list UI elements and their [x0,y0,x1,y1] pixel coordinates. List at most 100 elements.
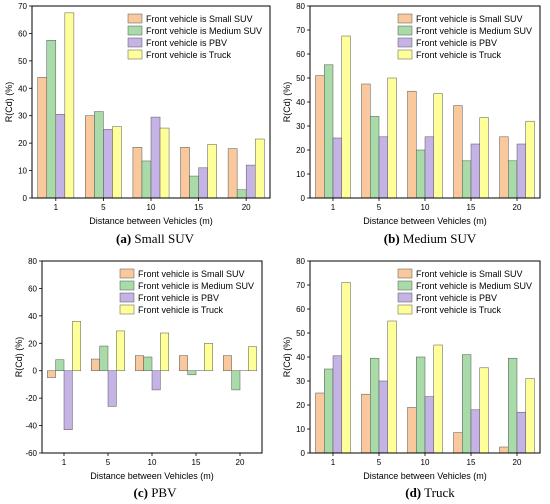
bar [370,357,380,454]
bar [499,136,509,199]
bar [508,357,518,454]
bar [370,116,380,199]
legend-entry: Front vehicle is Small SUV [146,14,253,24]
bar [116,330,125,371]
bar [99,345,109,371]
bar [85,115,95,199]
panel-caption: (b) Medium SUV [384,231,477,246]
bar [416,356,426,454]
y-tick-label: 10 [18,167,27,176]
legend-entry: Front vehicle is Medium SUV [416,26,532,36]
x-tick-label: 15 [192,458,201,467]
bar [160,332,169,371]
bar [179,355,188,371]
bar [361,83,371,199]
bar [103,129,113,199]
caption-letter: (c) [134,485,148,500]
bar [159,127,170,199]
bar [248,346,257,371]
y-tick-label: 20 [28,339,37,348]
x-axis-label: Distance between Vehicles (m) [90,471,214,481]
panel-caption: (a) Small SUV [116,231,195,246]
bar [207,144,217,199]
legend-swatch [127,37,143,48]
x-tick-label: 5 [101,203,106,212]
legend-swatch [119,280,135,291]
legend-swatch [397,268,413,279]
bar [407,90,417,199]
bar [198,167,208,199]
bar [470,409,480,454]
bar [55,359,65,371]
bar [55,114,66,199]
x-tick-label: 10 [147,203,156,212]
y-axis-label: R(Cd) (%) [282,337,292,378]
legend-swatch [397,13,413,24]
y-tick-label: 0 [33,367,38,376]
bar [324,64,334,199]
legend-entry: Front vehicle is Medium SUV [416,281,532,291]
x-axis-label: Distance between Vehicles (m) [89,216,213,226]
bar [416,149,426,199]
legend-entry: Front vehicle is PBV [146,38,227,48]
y-tick-label: 10 [296,170,305,179]
bar [107,370,117,407]
legend-entry: Front vehicle is Small SUV [416,269,523,279]
y-tick-label: 60 [18,29,27,38]
bar [141,160,152,199]
y-tick-label: 50 [296,74,305,83]
y-tick-label: 20 [296,146,305,155]
bar [332,137,342,199]
y-tick-label: -60 [25,449,37,458]
bar [46,40,57,199]
legend-entry: Front vehicle is Truck [138,305,224,315]
y-tick-label: 0 [23,194,28,203]
bar [72,321,81,371]
x-tick-label: 5 [377,203,382,212]
y-tick-label: 60 [28,284,37,293]
bar [525,120,535,199]
x-tick-label: 20 [236,458,245,467]
legend-swatch [397,304,413,315]
y-tick-label: 20 [18,139,27,148]
legend-swatch [397,37,413,48]
legend-swatch [119,304,135,315]
legend-entry: Front vehicle is Medium SUV [138,281,254,291]
y-tick-label: 0 [301,449,306,458]
legend-swatch [127,49,143,60]
x-tick-label: 15 [194,203,203,212]
bar [47,370,56,378]
bar [470,143,480,199]
bar [227,148,238,199]
bar [453,105,463,199]
y-tick-label: 50 [296,329,305,338]
bar [231,370,241,391]
y-tick-label: 80 [28,257,37,266]
bar [424,136,434,199]
bar [516,411,526,454]
bar [187,370,197,376]
legend-entry: Front vehicle is PBV [138,293,219,303]
caption-letter: (a) [116,231,131,246]
caption-text: PBV [148,485,177,500]
bar [324,368,334,454]
y-tick-label: 80 [296,257,305,266]
bar [341,35,351,199]
bar [151,370,161,391]
panel-caption: (c) PBV [134,485,178,500]
y-tick-label: 40 [296,98,305,107]
bar [135,355,144,371]
bar [315,75,325,199]
bar [361,393,371,454]
caption-letter: (b) [384,231,400,246]
y-tick-label: 40 [18,84,27,93]
bar [479,117,489,199]
panel-caption: (d) Truck [405,485,455,500]
x-tick-label: 10 [148,458,157,467]
bar [378,136,388,199]
